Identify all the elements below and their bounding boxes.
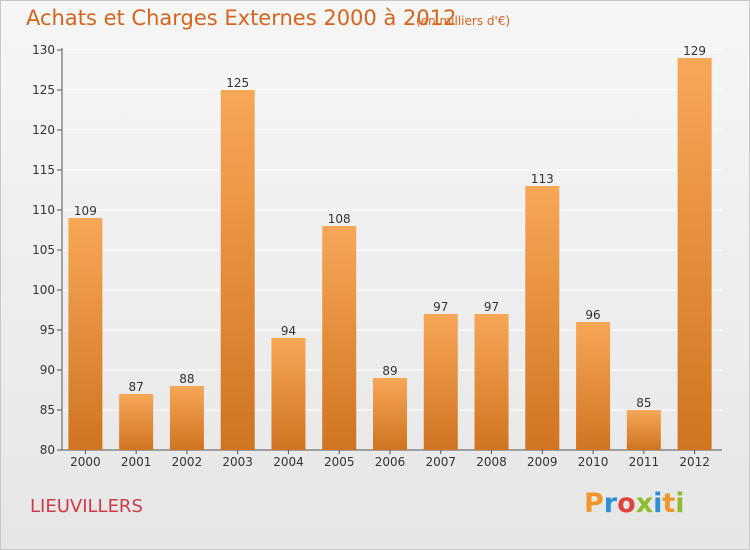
value-label-2002: 88 xyxy=(179,372,194,386)
value-label-2012: 129 xyxy=(683,44,706,58)
bar-2003 xyxy=(220,90,255,450)
x-tick-label-2004: 2004 xyxy=(273,455,304,469)
commune-name: LIEUVILLERS xyxy=(30,496,143,517)
labels: 109 2000 87 2001 88 2002 125 2003 94 2004 108 2005 8… xyxy=(70,44,710,469)
x-tick-label-2000: 2000 xyxy=(70,455,101,469)
bar-2008 xyxy=(474,314,509,450)
value-label-2005: 108 xyxy=(328,212,351,226)
y-tick-label: 80 xyxy=(40,443,55,457)
bar-2012 xyxy=(677,58,712,450)
value-label-2003: 125 xyxy=(226,76,249,90)
x-tick-label-2001: 2001 xyxy=(121,455,152,469)
value-label-2008: 97 xyxy=(484,300,499,314)
x-tick-label-2010: 2010 xyxy=(578,455,609,469)
value-label-2000: 109 xyxy=(74,204,97,218)
value-label-2007: 97 xyxy=(433,300,448,314)
x-tick-label-2007: 2007 xyxy=(425,455,456,469)
y-tick-label: 95 xyxy=(40,323,55,337)
y-tick-label: 100 xyxy=(32,283,55,297)
value-label-2010: 96 xyxy=(585,308,600,322)
bar-2000 xyxy=(68,218,103,450)
x-tick-label-2006: 2006 xyxy=(375,455,406,469)
y-tick-label: 110 xyxy=(32,203,55,217)
bars xyxy=(68,58,712,450)
value-label-2009: 113 xyxy=(531,172,554,186)
chart-subtitle: (en milliers d'€) xyxy=(416,14,511,28)
x-tick-label-2005: 2005 xyxy=(324,455,355,469)
y-tick-label: 90 xyxy=(40,363,55,377)
bar-2004 xyxy=(271,338,306,450)
x-tick-label-2008: 2008 xyxy=(476,455,507,469)
value-label-2011: 85 xyxy=(636,396,651,410)
bar-2005 xyxy=(322,226,357,450)
chart-title: Achats et Charges Externes 2000 à 2012 xyxy=(26,6,457,30)
bar-2002 xyxy=(169,386,204,450)
y-tick-label: 125 xyxy=(32,83,55,97)
bar-2001 xyxy=(119,394,154,450)
y-tick-label: 85 xyxy=(40,403,55,417)
y-tick-label: 115 xyxy=(32,163,55,177)
bar-2009 xyxy=(525,186,560,450)
x-tick-label-2011: 2011 xyxy=(629,455,660,469)
grid-lines xyxy=(62,49,722,411)
value-label-2004: 94 xyxy=(281,324,296,338)
bar-2011 xyxy=(626,410,661,450)
value-label-2006: 89 xyxy=(382,364,397,378)
bar-2006 xyxy=(373,378,407,450)
x-tick-label-2003: 2003 xyxy=(222,455,253,469)
x-tick-label-2009: 2009 xyxy=(527,455,558,469)
y-tick-label: 130 xyxy=(32,43,55,57)
bar-2010 xyxy=(576,322,611,450)
x-tick-label-2002: 2002 xyxy=(172,455,203,469)
y-tick-label: 120 xyxy=(32,123,55,137)
x-tick-label-2012: 2012 xyxy=(679,455,710,469)
value-label-2001: 87 xyxy=(129,380,144,394)
bar-2007 xyxy=(423,314,458,450)
proxiti-logo: Proxiti xyxy=(584,488,685,519)
y-tick-label: 105 xyxy=(32,243,55,257)
